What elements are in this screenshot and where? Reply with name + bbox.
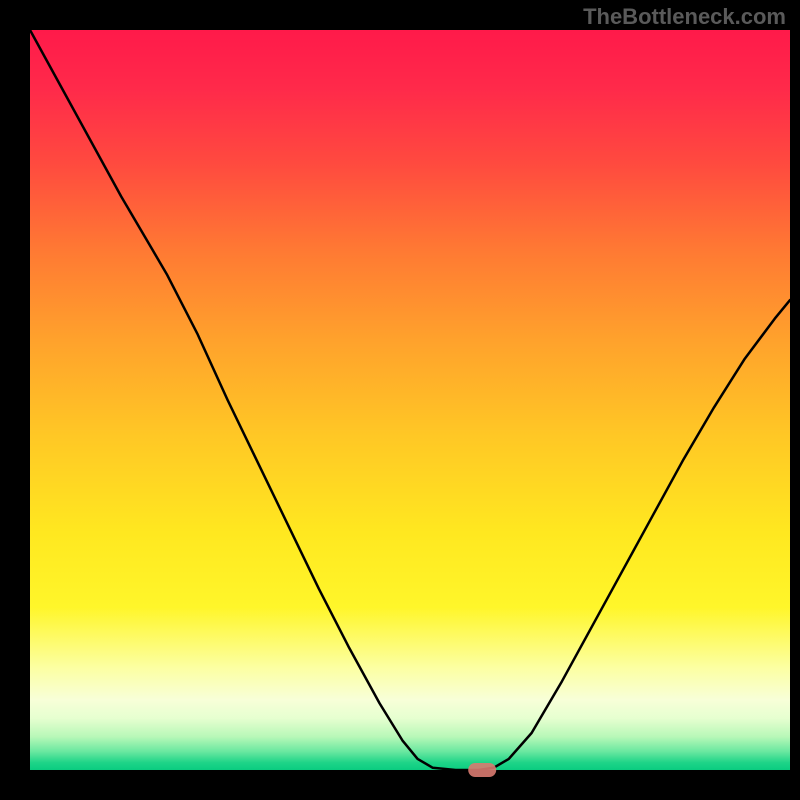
chart-container: TheBottleneck.com: [0, 0, 800, 800]
bottleneck-chart: [0, 0, 800, 800]
optimal-marker: [468, 763, 496, 777]
plot-background: [30, 30, 790, 770]
watermark-text: TheBottleneck.com: [583, 4, 786, 30]
